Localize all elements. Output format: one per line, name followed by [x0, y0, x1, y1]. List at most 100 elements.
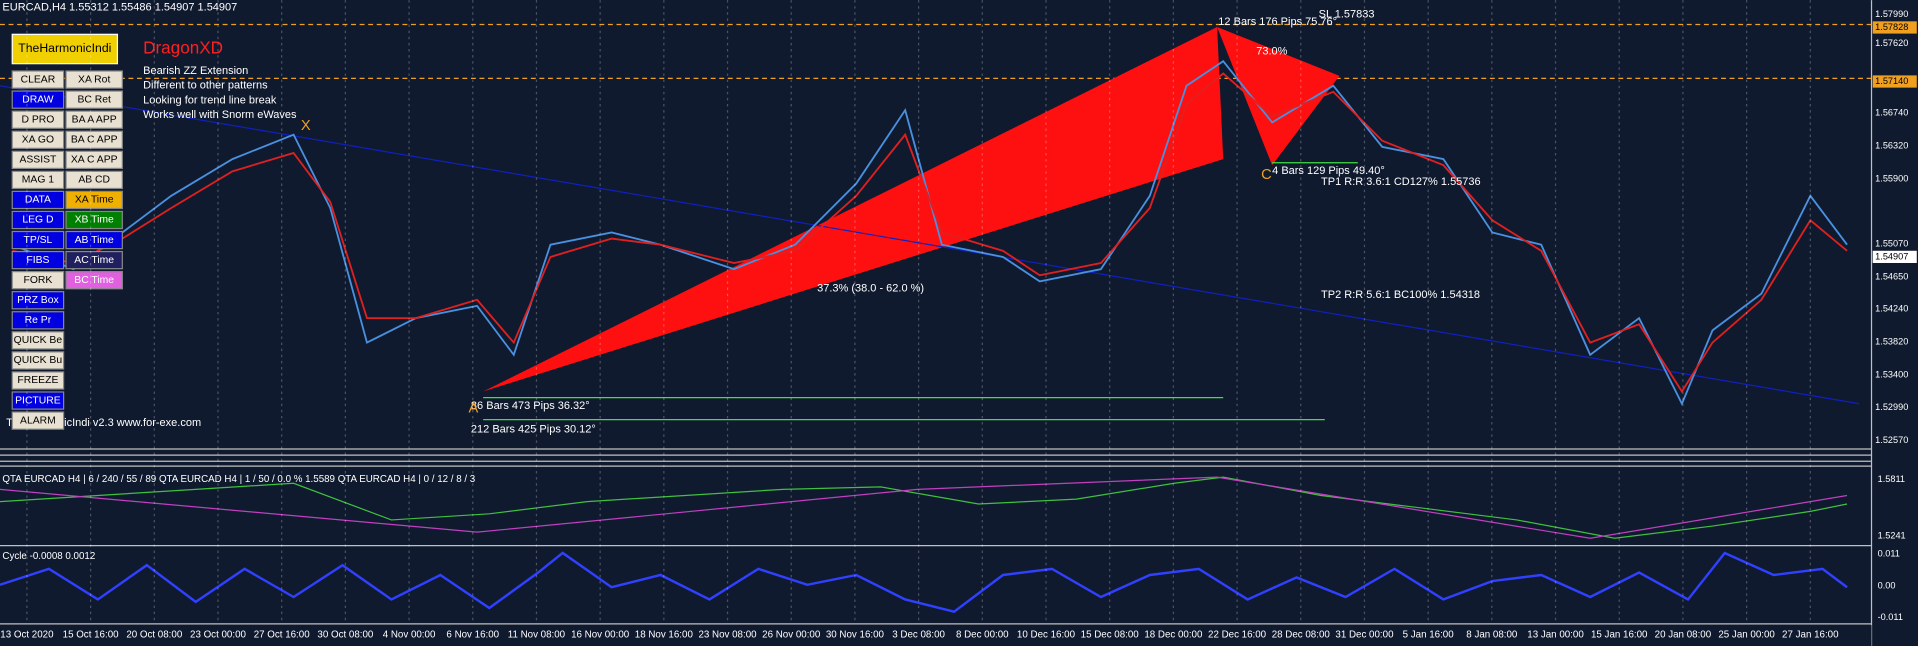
button[interactable]: XA GO: [11, 130, 65, 149]
button[interactable]: XA Rot: [65, 70, 123, 89]
button[interactable]: AC Time: [65, 250, 123, 270]
pattern-line: Works well with Snorm eWaves: [143, 109, 297, 121]
button-label: XA Time: [75, 195, 114, 206]
button[interactable]: QUICK Be: [11, 331, 65, 350]
button-label: DATA: [25, 195, 51, 206]
date-label: 27 Oct 16:00: [254, 629, 310, 640]
qta-zigzag: [0, 476, 1848, 539]
annotation: 4 Bars 129 Pips 49.40°: [1272, 165, 1385, 177]
button-bg: [11, 170, 65, 190]
annotation: 12 Bars 176 Pips 75.76°: [1218, 16, 1337, 28]
button[interactable]: BA C APP: [65, 130, 123, 149]
button[interactable]: AB CD: [65, 170, 123, 190]
button[interactable]: FORK: [11, 271, 65, 290]
button[interactable]: XA C APP: [65, 150, 123, 169]
pattern-line: Different to other patterns: [143, 80, 268, 92]
button-label: BC Time: [74, 275, 114, 286]
date-label: 15 Oct 16:00: [63, 629, 119, 640]
button-label: AC Time: [74, 255, 114, 266]
price-label: 1.53400: [1875, 370, 1908, 380]
date-label: 15 Jan 16:00: [1591, 629, 1648, 640]
date-label: 18 Nov 16:00: [635, 629, 694, 640]
button-bg: [65, 250, 123, 270]
button-bg: [11, 230, 65, 250]
date-label: 11 Nov 08:00: [508, 629, 566, 640]
point-label: A: [468, 400, 478, 416]
button[interactable]: CLEAR: [11, 70, 65, 89]
button-label: XA Rot: [78, 74, 110, 85]
button[interactable]: FREEZE: [11, 371, 65, 390]
button[interactable]: XA Time: [65, 190, 123, 210]
button[interactable]: BC Ret: [65, 90, 123, 109]
button[interactable]: ASSIST: [11, 150, 65, 169]
button-bg: [65, 110, 123, 129]
button[interactable]: D PRO: [11, 110, 65, 129]
button-label: PICTURE: [15, 395, 61, 406]
separators: [0, 0, 1873, 646]
button-label: XB Time: [75, 215, 114, 226]
cycle-axis-label: 0.011: [1878, 549, 1900, 559]
button[interactable]: BA A APP: [65, 110, 123, 129]
annotation: TP2 R:R 5.6:1 BC100% 1.54318: [1321, 289, 1480, 301]
button-label: LEG D: [22, 215, 53, 226]
date-label: 16 Nov 00:00: [571, 629, 630, 640]
button-label: AB Time: [75, 235, 114, 246]
button[interactable]: XB Time: [65, 210, 123, 230]
qta-axis-label: 1.5811: [1878, 474, 1905, 484]
button-bg: [65, 70, 123, 89]
pattern-leg: [1217, 26, 1340, 166]
date-label: 5 Jan 16:00: [1403, 629, 1455, 640]
button-label: ASSIST: [19, 155, 57, 166]
price-label: 1.57990: [1875, 9, 1908, 19]
button[interactable]: BC Time: [65, 271, 123, 290]
button[interactable]: DRAW: [11, 90, 65, 109]
date-label: 30 Nov 16:00: [826, 629, 885, 640]
button-bg: [11, 150, 65, 169]
button-label: MAG 1: [22, 175, 55, 186]
price-label: 1.54650: [1875, 271, 1908, 281]
qta-line: [0, 476, 1848, 539]
trend-line: [0, 85, 1860, 405]
pattern-line: Looking for trend line break: [143, 94, 277, 106]
button-label: XA GO: [22, 135, 54, 146]
date-label: 22 Dec 16:00: [1208, 629, 1267, 640]
annotation: 73.0%: [1256, 45, 1287, 57]
button-label: TP/SL: [23, 235, 52, 246]
button[interactable]: PICTURE: [11, 391, 65, 410]
button[interactable]: FIBS: [11, 250, 65, 270]
date-label: 28 Dec 08:00: [1272, 629, 1331, 640]
price-label: 1.52990: [1875, 402, 1908, 412]
button-label: FIBS: [26, 255, 49, 266]
annotation: 212 Bars 425 Pips 30.12°: [471, 423, 596, 435]
date-label: 10 Dec 16:00: [1017, 629, 1076, 640]
button[interactable]: ALARM: [11, 411, 65, 430]
button[interactable]: AB Time: [65, 230, 123, 250]
button-bg: [11, 311, 65, 330]
date-label: 20 Jan 08:00: [1655, 629, 1712, 640]
symbol-header: EURCAD,H4 1.55312 1.55486 1.54907 1.5490…: [2, 1, 237, 13]
button[interactable]: LEG D: [11, 210, 65, 230]
price-label: 1.57620: [1875, 38, 1908, 48]
button[interactable]: DATA: [11, 190, 65, 210]
button-bg: [11, 331, 65, 350]
button[interactable]: Re Pr: [11, 311, 65, 330]
button[interactable]: TP/SL: [11, 230, 65, 250]
button-bg: [11, 210, 65, 230]
date-label: 30 Oct 08:00: [317, 629, 373, 640]
button-label: PRZ Box: [17, 295, 59, 306]
qta-title: QTA EURCAD H4 | 6 / 240 / 55 / 89 QTA EU…: [2, 474, 475, 485]
price-box: [1872, 75, 1917, 88]
qta-axis-label: 1.5241: [1878, 530, 1906, 540]
button[interactable]: QUICK Bu: [11, 351, 65, 370]
date-label: 6 Nov 16:00: [446, 629, 499, 640]
annotation: TP1 R:R 3.6:1 CD127% 1.55736: [1321, 176, 1481, 188]
price-label: 1.53820: [1875, 337, 1908, 347]
button-bg: [11, 411, 65, 430]
date-label: 8 Jan 08:00: [1466, 629, 1518, 640]
button[interactable]: PRZ Box: [11, 291, 65, 310]
button[interactable]: MAG 1: [11, 170, 65, 190]
date-label: 13 Oct 2020: [0, 629, 54, 640]
annotation: 86 Bars 473 Pips 36.32°: [471, 400, 590, 412]
